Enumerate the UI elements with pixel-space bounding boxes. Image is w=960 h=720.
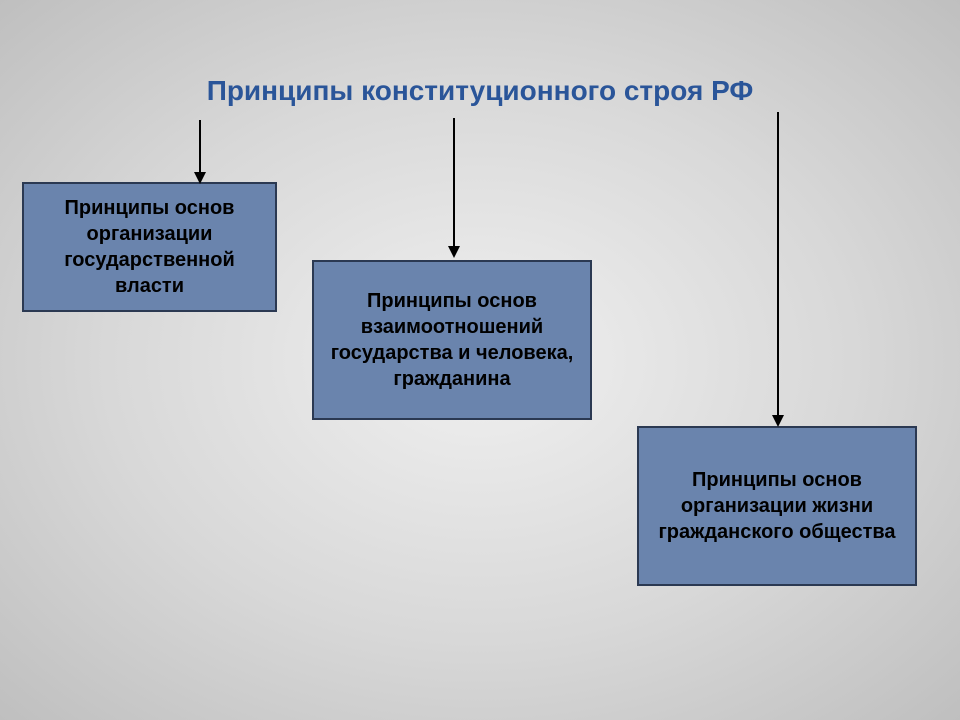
arrow-line-3 — [777, 112, 779, 419]
arrow-head-icon-2 — [448, 246, 460, 258]
node-box-1: Принципы основ организации государственн… — [22, 182, 277, 312]
node-box-3: Принципы основ организации жизни граждан… — [637, 426, 917, 586]
node-label-2: Принципы основ взаимоотношений государст… — [326, 288, 578, 392]
arrow-head-icon-3 — [772, 415, 784, 427]
diagram-title: Принципы конституционного строя РФ — [0, 75, 960, 107]
arrow-head-icon-1 — [194, 172, 206, 184]
arrow-line-1 — [199, 120, 201, 176]
node-label-1: Принципы основ организации государственн… — [36, 195, 263, 299]
diagram-title-text: Принципы конституционного строя РФ — [207, 75, 754, 106]
node-label-3: Принципы основ организации жизни граждан… — [651, 467, 903, 545]
node-box-2: Принципы основ взаимоотношений государст… — [312, 260, 592, 420]
arrow-line-2 — [453, 118, 455, 250]
